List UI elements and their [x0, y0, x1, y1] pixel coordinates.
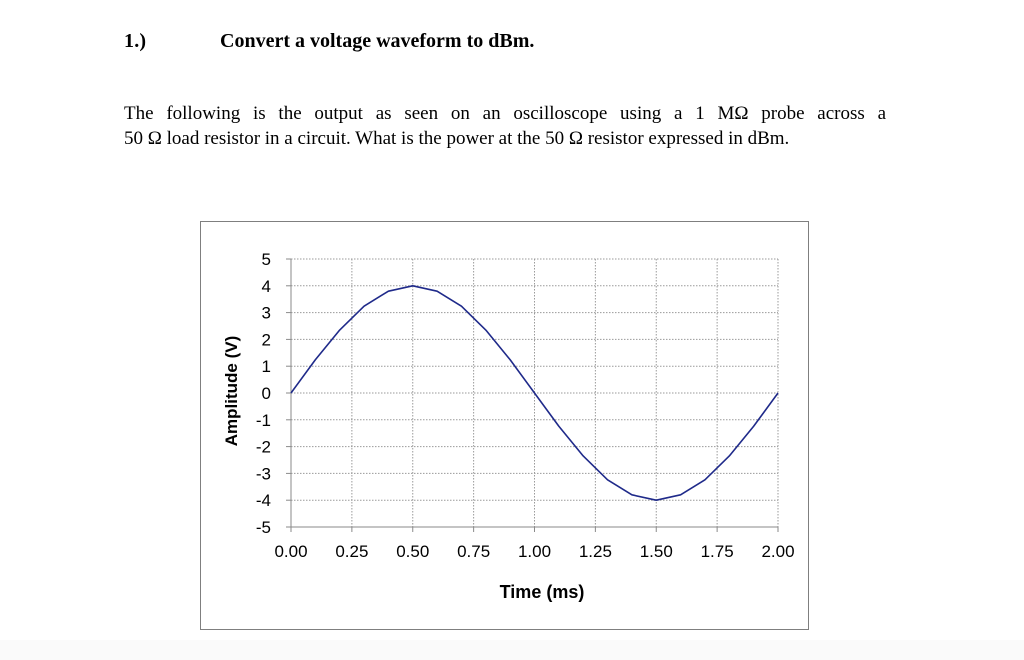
- question-body-line-2: 50 Ω load resistor in a circuit. What is…: [124, 128, 790, 149]
- waveform-chart: Amplitude (V) Time (ms) 5 4 3 2 1 0 -1 -2 -3 -4 -5…: [222, 250, 795, 602]
- question-number: 1.): [124, 30, 147, 52]
- y-tick-label: -4: [256, 491, 271, 510]
- y-tick-label: -1: [256, 411, 271, 430]
- y-tick-label: 0: [262, 384, 271, 403]
- y-tick-label: 5: [262, 250, 271, 269]
- x-tick-label: 1.00: [518, 542, 551, 561]
- page-bottom-band: [0, 640, 1024, 660]
- chart-labels: Amplitude (V) Time (ms) 5 4 3 2 1 0 -1 -2 -3 -4 -5…: [222, 250, 795, 602]
- x-tick-label: 1.25: [579, 542, 612, 561]
- y-axis-title: Amplitude (V): [222, 336, 241, 447]
- y-tick-label: -3: [256, 464, 271, 483]
- y-tick-label: 4: [262, 277, 271, 296]
- x-tick-label: 0.00: [274, 542, 307, 561]
- chart-axes: [286, 258, 779, 532]
- chart-frame: Amplitude (V) Time (ms) 5 4 3 2 1 0 -1 -2 -3 -4 -5…: [200, 221, 809, 630]
- y-tick-label: 2: [262, 330, 271, 349]
- waveform-line: [290, 284, 779, 502]
- y-tick-label: 3: [262, 304, 271, 323]
- y-tick-label: 1: [262, 357, 271, 376]
- x-tick-label: 0.50: [396, 542, 429, 561]
- x-tick-label: 0.25: [335, 542, 368, 561]
- chart-series: [290, 284, 779, 502]
- y-tick-label: -2: [256, 438, 271, 457]
- question-body-line-1: The following is the output as seen on a…: [124, 103, 886, 124]
- question-title: Convert a voltage waveform to dBm.: [220, 30, 535, 52]
- x-tick-label: 1.50: [640, 542, 673, 561]
- question-body: The following is the output as seen on a…: [124, 101, 886, 151]
- x-axis-title: Time (ms): [500, 582, 585, 602]
- x-tick-label: 1.75: [701, 542, 734, 561]
- x-tick-label: 2.00: [761, 542, 794, 561]
- y-tick-label: -5: [256, 518, 271, 537]
- x-tick-label: 0.75: [457, 542, 490, 561]
